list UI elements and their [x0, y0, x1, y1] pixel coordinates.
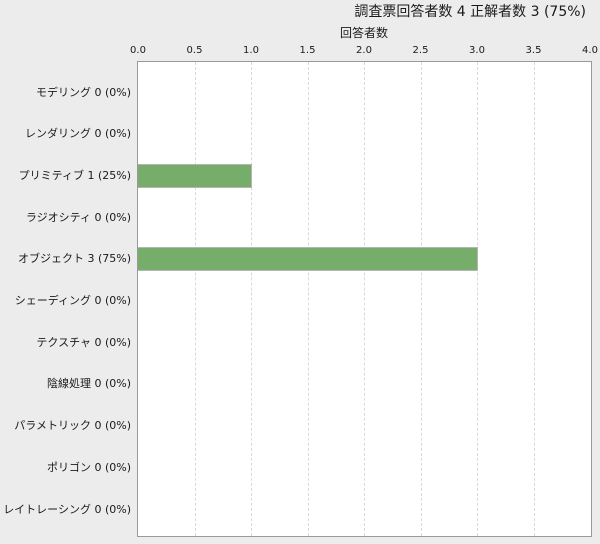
- gridline: [477, 62, 478, 536]
- category-label: レンダリング 0 (0%): [24, 127, 131, 141]
- gridline: [533, 62, 535, 536]
- x-tick-label: 3.0: [469, 45, 485, 56]
- gridline: [364, 62, 365, 536]
- bar-プリミティブ: [138, 163, 252, 188]
- x-tick-label: 2.0: [356, 45, 372, 56]
- category-label: テクスチャ 0 (0%): [36, 335, 131, 349]
- bar-オブジェクト: [138, 247, 478, 272]
- gridline: [307, 62, 309, 536]
- category-label: プリミティブ 1 (25%): [18, 168, 131, 182]
- x-tick-label: 1.0: [243, 45, 259, 56]
- x-tick-label: 0.0: [130, 45, 146, 56]
- x-tick-label: 0.5: [186, 45, 203, 56]
- category-label: レイトレーシング 0 (0%): [3, 502, 131, 516]
- category-label: シェーディング 0 (0%): [14, 294, 131, 307]
- x-tick-label: 3.5: [525, 45, 542, 56]
- gridline: [194, 62, 196, 536]
- category-label: ポリゴン 0 (0%): [46, 460, 131, 474]
- chart-title: 調査票回答者数 4 正解者数 3 (75%): [354, 4, 586, 20]
- x-tick-label: 4.0: [582, 45, 598, 56]
- x-tick-label: 1.5: [299, 45, 316, 56]
- plot-area: [137, 61, 592, 537]
- gridline: [420, 62, 422, 536]
- category-label: オブジェクト 3 (75%): [17, 252, 131, 266]
- x-tick-label: 2.5: [412, 45, 429, 56]
- category-label: ラジオシティ 0 (0%): [25, 210, 131, 224]
- category-label: 陰線処理 0 (0%): [46, 377, 131, 391]
- category-label: モデリング 0 (0%): [35, 85, 131, 99]
- gridline: [251, 62, 252, 536]
- category-label: パラメトリック 0 (0%): [14, 419, 131, 433]
- x-axis-title: 回答者数: [339, 26, 388, 40]
